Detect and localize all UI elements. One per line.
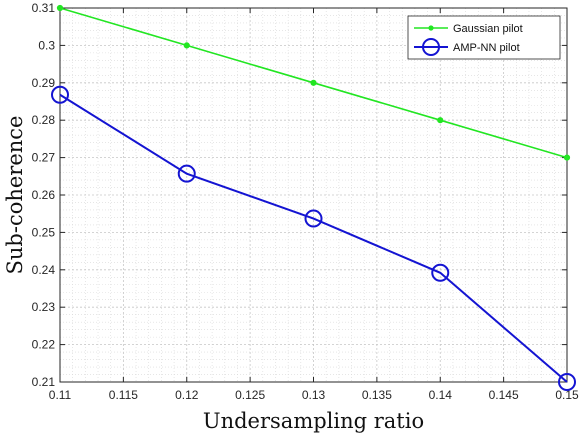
- legend-box: [407, 15, 561, 60]
- series-line-2: [59, 93, 568, 383]
- y-axis-title: Sub-coherence: [3, 116, 27, 275]
- x-tick-label: 0.13: [302, 388, 326, 402]
- x-axis-ticks: 0.11 0.115 0.12 0.125 0.13 0.135 0.14 0.145 0.15: [49, 8, 579, 402]
- data-point-series-2: [558, 373, 576, 391]
- legend-entry-label: AMP-NN pilot: [453, 42, 520, 54]
- legend-swatch-marker: [428, 25, 434, 31]
- y-tick-label: 0.29: [32, 76, 56, 90]
- y-axis-ticks: 0.21 0.22 0.23 0.24 0.25 0.26 0.27 0.28 0.29 0.3 0…: [32, 1, 567, 389]
- x-tick-label: 0.115: [109, 388, 138, 402]
- x-tick-label: 0.12: [175, 388, 199, 402]
- data-point-series-1: [437, 117, 444, 124]
- y-tick-label: 0.22: [32, 338, 56, 352]
- data-point-series-1: [56, 4, 64, 12]
- x-tick-label: 0.125: [235, 388, 265, 402]
- data-point-series-1: [183, 42, 190, 49]
- x-tick-label: 0.11: [49, 388, 72, 402]
- x-tick-label: 0.14: [429, 388, 453, 402]
- data-point-series-2: [177, 164, 196, 183]
- x-tick-label: 0.145: [489, 388, 519, 402]
- y-tick-label: 0.26: [32, 188, 56, 202]
- data-point-series-2: [304, 209, 323, 228]
- y-tick-label: 0.3: [38, 38, 55, 52]
- data-point-series-1: [310, 79, 317, 86]
- legend-swatch-marker: [422, 38, 440, 56]
- x-tick-label: 0.15: [555, 388, 579, 402]
- data-point-series-2: [51, 85, 69, 104]
- y-tick-label: 0.23: [32, 300, 56, 314]
- y-tick-label: 0.31: [32, 1, 56, 15]
- y-tick-label: 0.27: [32, 151, 56, 165]
- data-point-series-2: [431, 263, 450, 282]
- legend-entry-label: Gaussian pilot: [453, 23, 523, 35]
- y-tick-label: 0.24: [32, 263, 56, 277]
- series-layer: [51, 4, 576, 391]
- y-tick-label: 0.28: [32, 113, 56, 127]
- x-axis-title: Undersampling ratio: [203, 409, 424, 433]
- y-tick-label: 0.25: [32, 225, 56, 239]
- data-point-series-1: [563, 154, 571, 161]
- legend: Gaussian pilot AMP-NN pilot: [407, 15, 561, 60]
- x-tick-label: 0.135: [362, 388, 392, 402]
- y-tick-label: 0.21: [32, 375, 56, 389]
